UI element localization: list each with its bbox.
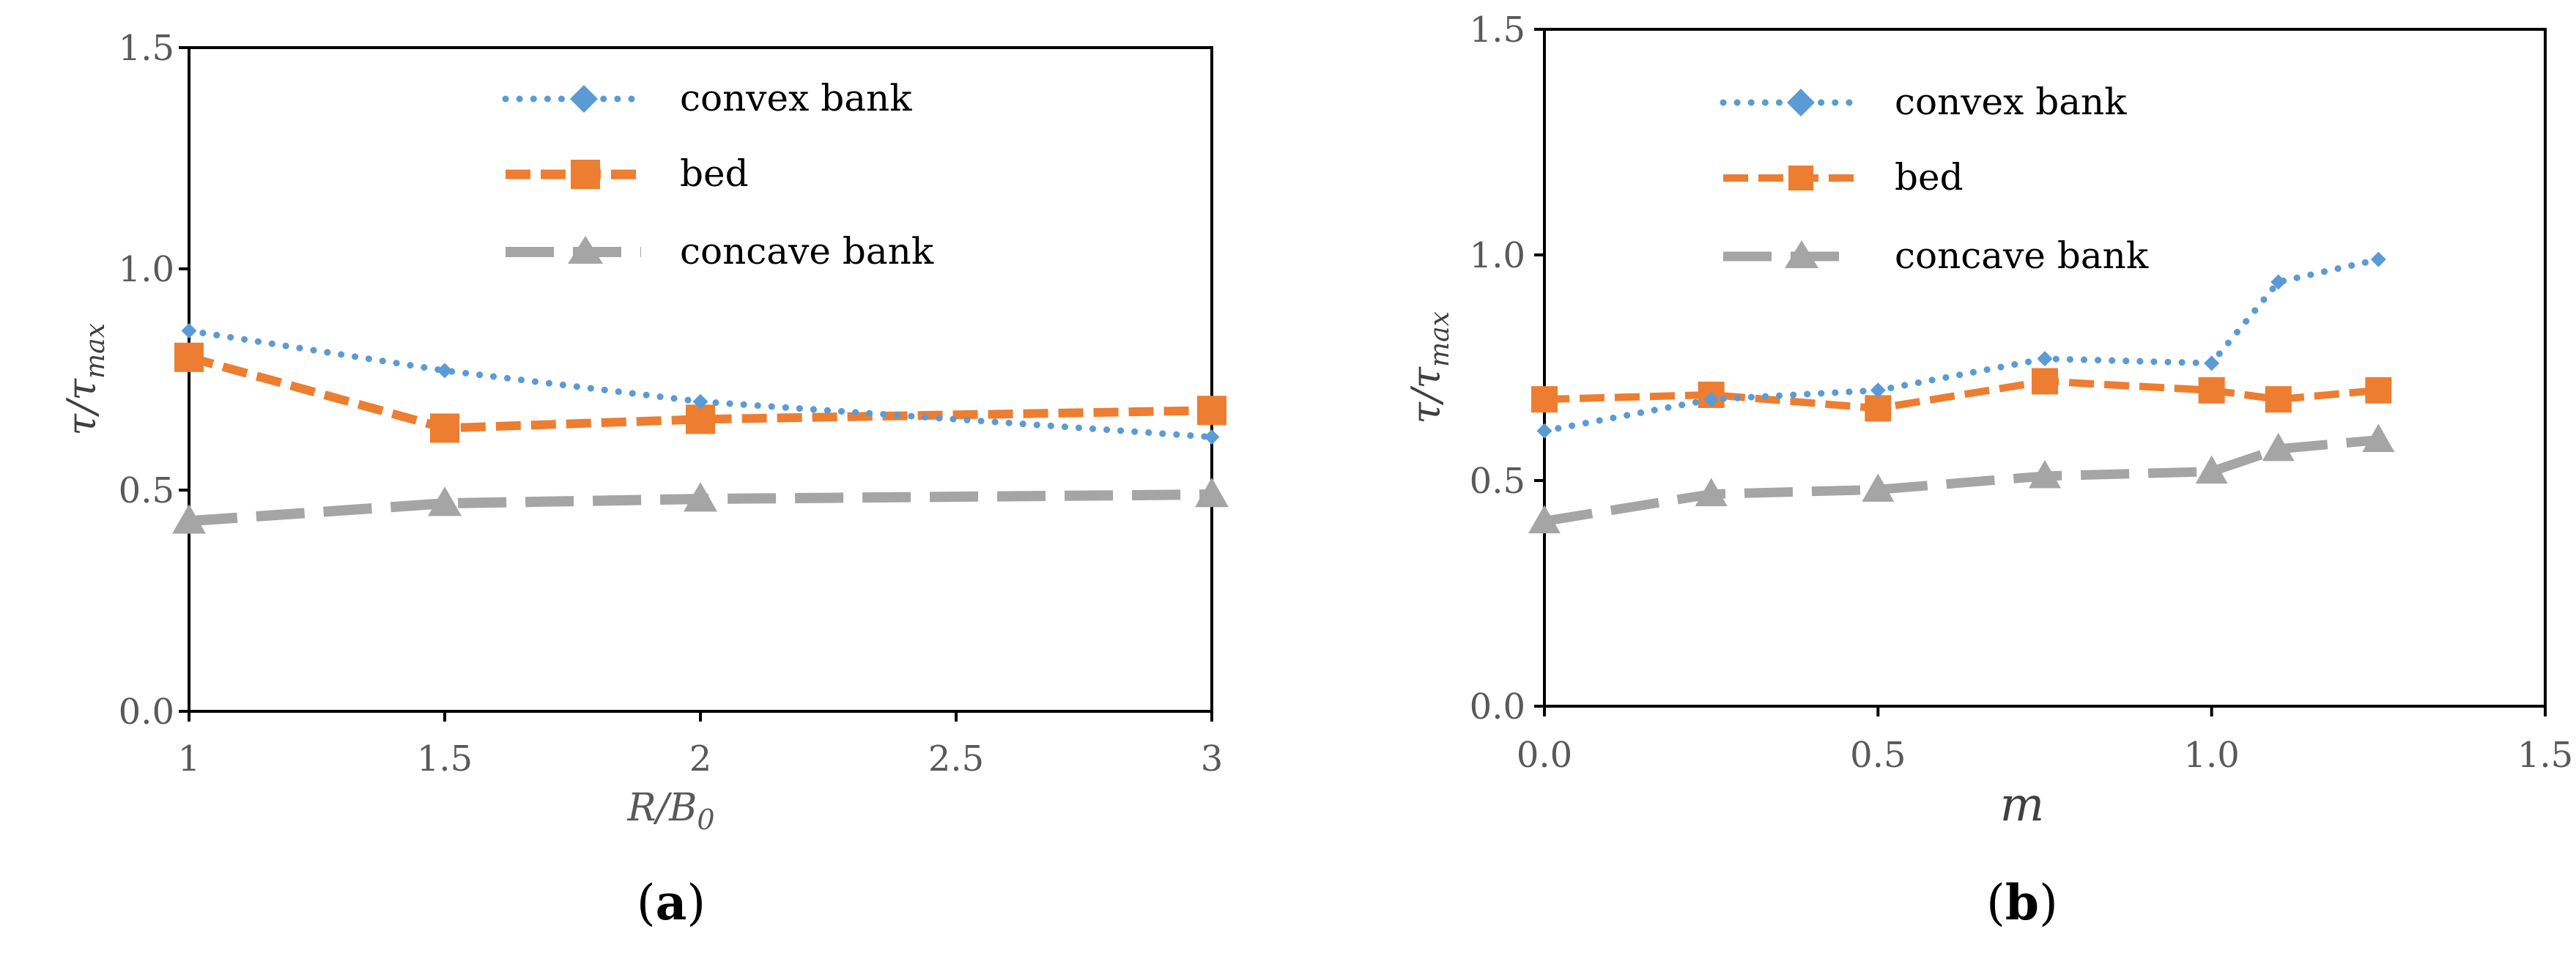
data-point-convex xyxy=(1703,391,1720,407)
data-point-convex xyxy=(1536,423,1552,439)
series-line-bed xyxy=(1544,377,2379,412)
y-tick-label: 0.0 xyxy=(1470,686,1525,727)
x-axis-label-a: R/B0 xyxy=(626,786,714,836)
legend-label-b-bed: bed xyxy=(1895,156,1964,199)
y-tick-label: 1.5 xyxy=(1470,10,1525,51)
data-point-bed xyxy=(2265,386,2292,413)
legend-marker-b-convex xyxy=(1787,89,1815,116)
caption-b: (b) xyxy=(1986,874,2058,931)
data-point-concave xyxy=(1695,478,1728,506)
x-tick-label: 1.5 xyxy=(2517,735,2573,776)
legend-item-a-bed: bed xyxy=(506,152,749,195)
series-line-bed xyxy=(188,353,1213,433)
chart-panel-b: 0.0 0.5 1.0 1.5 0.0 0.5 1.0 1.5 convex bank be… xyxy=(1403,10,2573,931)
y-tick-label: 1.0 xyxy=(1470,235,1525,276)
data-point-convex xyxy=(692,393,708,410)
x-axis-label-b: m xyxy=(2000,778,2045,832)
data-point-concave xyxy=(2195,455,2228,484)
data-point-convex xyxy=(1204,429,1220,445)
data-point-bed xyxy=(2365,377,2392,404)
data-point-concave xyxy=(428,486,462,516)
y-tick-label: 1.0 xyxy=(119,249,174,290)
plot-area-b xyxy=(1543,28,2547,708)
legend-marker-b-concave xyxy=(1785,240,1818,268)
data-point-convex xyxy=(1870,382,1886,399)
legend-item-a-concave: concave bank xyxy=(506,230,934,273)
legend-marker-a-convex xyxy=(570,85,598,113)
plot-area-a xyxy=(188,46,1213,713)
y-tick-label: 1.5 xyxy=(119,28,174,69)
legend-a: convex bank bed concave bank xyxy=(502,77,934,273)
x-tick-label: 1 xyxy=(178,738,201,779)
data-point-convex xyxy=(2270,274,2287,290)
x-tick-label: 0.0 xyxy=(1517,735,1572,776)
data-point-concave xyxy=(2029,459,2061,489)
legend-item-a-convex: convex bank xyxy=(502,77,912,119)
legend-marker-a-concave xyxy=(568,236,603,264)
x-tick-label: 2.5 xyxy=(928,738,984,779)
y-tick-label: 0.5 xyxy=(1470,461,1525,502)
y-axis-label-a: τ/τmax xyxy=(59,323,111,436)
data-point-convex xyxy=(2370,251,2386,267)
data-point-bed xyxy=(2032,368,2058,395)
data-point-concave xyxy=(172,504,206,534)
legend-item-b-convex: convex bank xyxy=(1720,81,2127,123)
data-point-concave xyxy=(1862,473,1895,502)
data-point-concave xyxy=(2362,423,2395,453)
series-line-convex xyxy=(185,327,1215,441)
legend-marker-b-bed xyxy=(1788,166,1813,190)
legend-item-b-bed: bed xyxy=(1723,156,1964,199)
data-point-concave xyxy=(1195,478,1229,508)
data-point-bed xyxy=(1197,396,1226,426)
series-group-a xyxy=(172,323,1229,534)
x-tick-label: 2 xyxy=(689,738,712,779)
legend-item-b-concave: concave bank xyxy=(1723,234,2149,277)
data-point-convex xyxy=(181,323,197,339)
x-tick-label: 3 xyxy=(1201,738,1224,779)
x-tick-label: 1.0 xyxy=(2183,735,2239,776)
y-ticks-b: 0.0 0.5 1.0 1.5 xyxy=(1470,10,1544,727)
data-point-bed xyxy=(1531,386,1558,413)
legend-label-b-concave: concave bank xyxy=(1895,234,2149,277)
data-point-bed xyxy=(174,342,204,372)
legend-label-a-concave: concave bank xyxy=(680,230,934,273)
data-point-convex xyxy=(2204,355,2220,371)
data-point-bed xyxy=(2198,377,2225,404)
data-point-convex xyxy=(2037,351,2053,367)
data-point-concave xyxy=(2262,432,2295,462)
x-tick-label: 0.5 xyxy=(1850,735,1906,776)
series-line-convex xyxy=(1541,256,2382,434)
data-point-bed xyxy=(430,413,459,443)
y-tick-label: 0.5 xyxy=(119,470,174,511)
chart-panel-a: 0.0 0.5 1.0 1.5 1 1.5 2 2.5 3 convex bank bed c… xyxy=(59,28,1229,931)
data-point-bed xyxy=(1865,395,1892,422)
series-group-b xyxy=(1528,251,2395,533)
legend-label-a-convex: convex bank xyxy=(680,77,912,119)
data-point-bed xyxy=(686,404,715,434)
y-axis-label-b: τ/τmax xyxy=(1403,311,1455,424)
y-ticks-a: 0.0 0.5 1.0 1.5 xyxy=(119,28,189,733)
legend-marker-a-bed xyxy=(571,160,600,189)
series-line-concave xyxy=(1543,435,2379,526)
legend-label-b-convex: convex bank xyxy=(1895,81,2127,123)
data-point-concave xyxy=(1528,505,1561,533)
x-tick-label: 1.5 xyxy=(417,738,473,779)
y-tick-label: 0.0 xyxy=(119,692,174,733)
series-line-concave xyxy=(188,489,1213,527)
data-point-concave xyxy=(684,482,717,512)
x-ticks-a: 1 1.5 2 2.5 3 xyxy=(178,711,1224,779)
caption-a: (a) xyxy=(637,874,706,931)
legend-label-a-bed: bed xyxy=(680,152,749,195)
legend-b: convex bank bed concave bank xyxy=(1720,81,2149,277)
data-point-convex xyxy=(437,363,453,379)
x-ticks-b: 0.0 0.5 1.0 1.5 xyxy=(1517,706,2573,776)
